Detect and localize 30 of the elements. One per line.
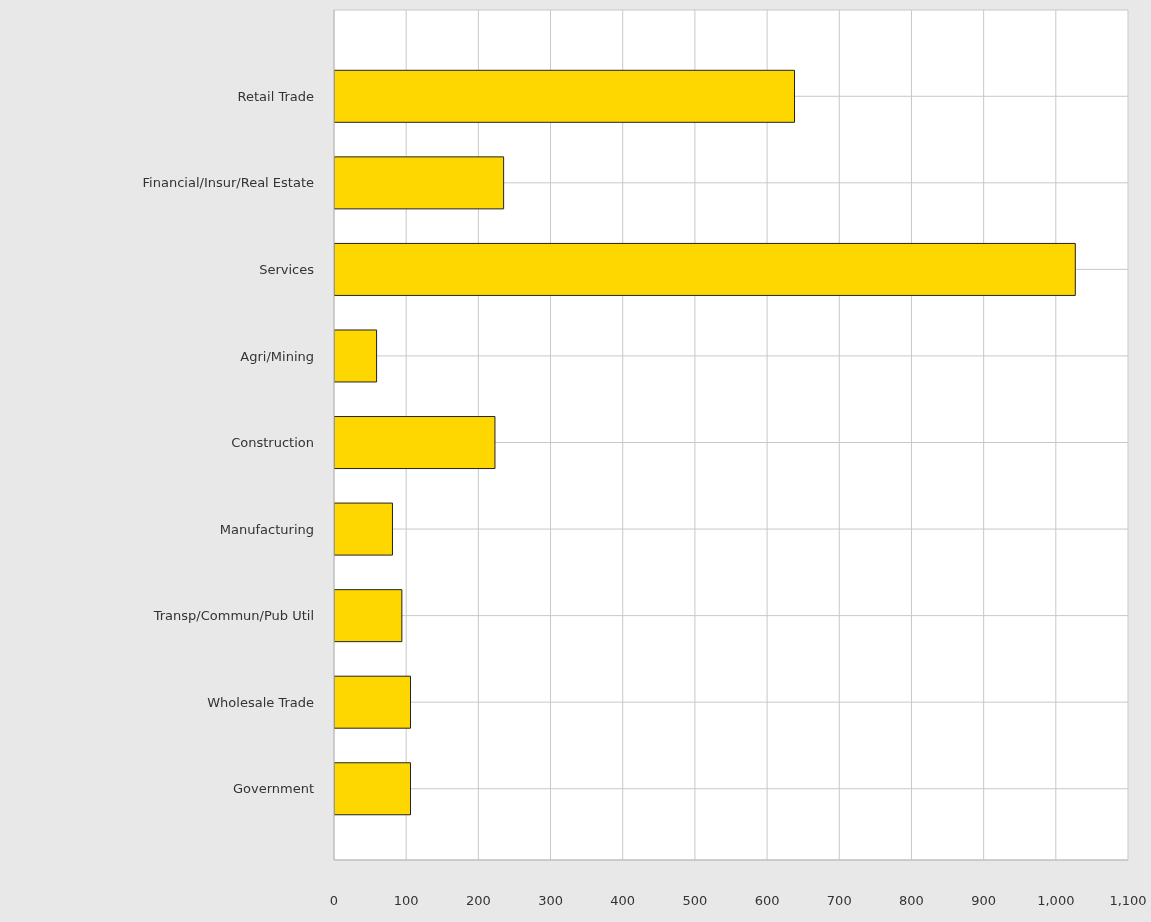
bar	[334, 416, 496, 470]
y-tick-label: Agri/Mining	[240, 348, 314, 364]
x-tick-label: 100	[393, 893, 419, 909]
y-tick-label: Transp/Commun/Pub Util	[152, 608, 314, 624]
x-tick-label: 400	[610, 893, 636, 909]
y-tick-label: Wholesale Trade	[207, 694, 314, 710]
x-tick-label: 1,000	[1037, 893, 1075, 909]
x-tick-label: 300	[538, 893, 563, 909]
bar	[334, 762, 412, 816]
x-tick-label: 900	[971, 893, 997, 909]
x-tick-label: 700	[826, 893, 852, 909]
bar	[334, 589, 403, 643]
y-tick-label: Government	[232, 781, 314, 797]
y-tick-label: Manufacturing	[219, 521, 314, 537]
y-tick-label: Financial/Insur/Real Estate	[142, 175, 314, 191]
x-tick-label: 500	[682, 893, 708, 909]
y-tick-label: Construction	[231, 435, 314, 451]
bar	[334, 329, 378, 383]
bar	[334, 156, 505, 210]
bar	[334, 502, 393, 556]
y-tick-label: Retail Trade	[237, 88, 314, 104]
x-tick-label: 200	[465, 893, 491, 909]
x-tick-label: 800	[899, 893, 924, 909]
bar	[334, 69, 796, 123]
y-tick-label: Services	[259, 262, 315, 277]
x-tick-label: 1,100	[1109, 893, 1147, 909]
bar	[334, 242, 1076, 296]
bar	[334, 675, 412, 729]
x-tick-label: 600	[754, 893, 780, 909]
x-tick-label: 0	[329, 893, 339, 909]
